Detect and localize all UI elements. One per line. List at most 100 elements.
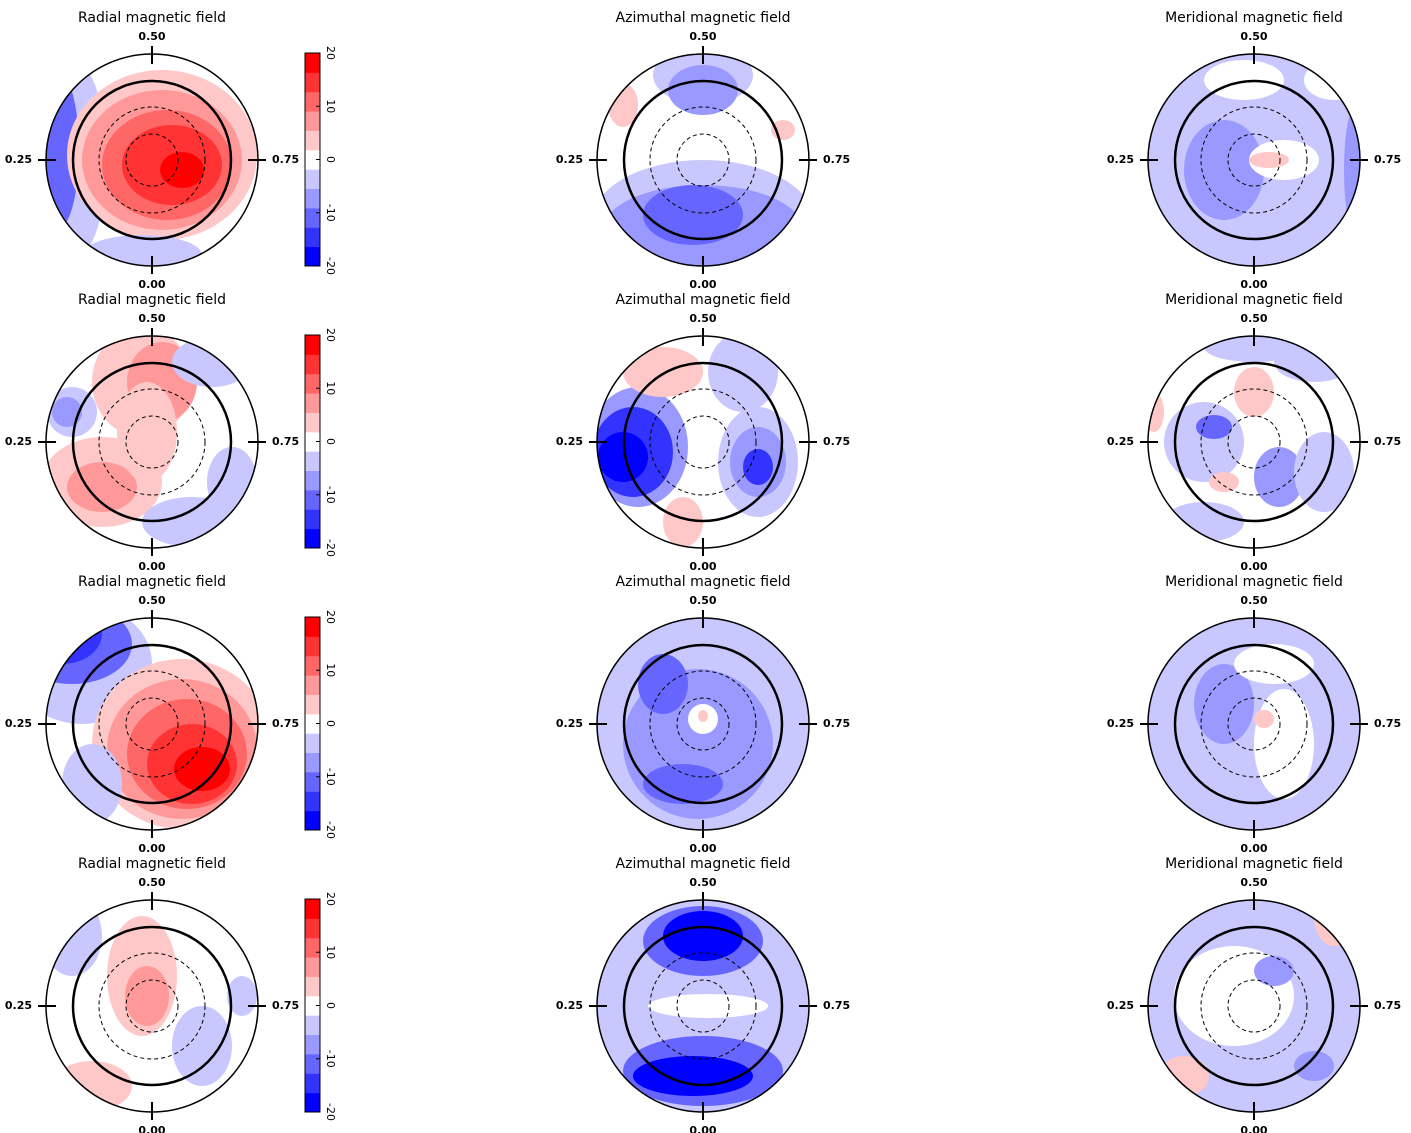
phase-label: 0.50 <box>138 594 165 607</box>
equator-circle <box>1173 79 1335 241</box>
field-region <box>623 347 703 397</box>
equator-circle <box>1173 643 1335 805</box>
colorbar-segment <box>305 752 320 773</box>
field-region <box>172 1006 232 1086</box>
colorbar-segment <box>305 899 320 919</box>
colorbar-segment <box>305 149 320 170</box>
panel: Radial magnetic field 0.50 0.00 0.25 0.75 -20… <box>5 292 337 573</box>
panel: Meridional magnetic field 0.50 0.00 0.25 0.7… <box>1107 10 1401 291</box>
panel: Radial magnetic field 0.50 0.00 0.25 0.75 -20… <box>5 856 337 1133</box>
field <box>46 618 258 830</box>
colorbar-segment <box>305 509 320 530</box>
colorbar-segment <box>305 694 320 715</box>
field-region <box>1148 392 1164 432</box>
colorbar-tick-label: -20 <box>324 821 337 839</box>
phase-label: 0.50 <box>689 30 716 43</box>
equator-circle <box>71 79 233 241</box>
field-region <box>52 1061 132 1111</box>
field-region <box>663 911 743 961</box>
colorbar-tick-label: 20 <box>324 892 337 906</box>
latitude-circle <box>98 952 206 1060</box>
phase-label: 0.00 <box>689 560 716 573</box>
colorbar-tick-label: 0 <box>324 438 337 445</box>
phase-label: 0.50 <box>138 312 165 325</box>
field-region <box>663 497 703 547</box>
field-region <box>598 432 648 482</box>
phase-label: 0.00 <box>138 560 165 573</box>
field-region <box>1304 60 1360 100</box>
phase-label: 0.50 <box>1240 30 1267 43</box>
phase-label: 0.00 <box>1240 560 1267 573</box>
colorbar-segment <box>305 655 320 676</box>
panel-title: Radial magnetic field <box>78 292 226 308</box>
latitude-circle <box>676 697 730 751</box>
colorbar-segment <box>305 169 320 190</box>
equator-circle <box>1173 361 1335 523</box>
field-region <box>174 747 230 791</box>
colorbar-segment <box>305 617 320 637</box>
field-region <box>1254 710 1274 728</box>
colorbar-segment <box>305 957 320 977</box>
latitude-circle <box>1227 697 1281 751</box>
latitude-circle <box>125 979 179 1033</box>
panel-title: Radial magnetic field <box>78 856 226 872</box>
colorbar-segment <box>305 976 320 997</box>
colorbar-tick-label: 20 <box>324 328 337 342</box>
panel: Azimuthal magnetic field 0.50 0.00 0.25 0.75 <box>556 292 850 573</box>
phase-label: 0.50 <box>138 876 165 889</box>
phase-label: 0.50 <box>1240 312 1267 325</box>
colorbar-segment <box>305 937 320 958</box>
field-region <box>1254 956 1294 986</box>
phase-label: 0.75 <box>272 717 299 730</box>
colorbar-tick-label: 20 <box>324 46 337 60</box>
phase-label: 0.25 <box>556 153 583 166</box>
panel-title: Radial magnetic field <box>78 574 226 590</box>
field-region <box>67 462 137 512</box>
field-region <box>1294 432 1354 512</box>
field-region <box>743 449 773 485</box>
field <box>597 900 809 1112</box>
colorbar-segment <box>305 451 320 472</box>
colorbar-segment <box>305 246 320 267</box>
latitude-circle <box>676 133 730 187</box>
latitude-circle <box>1227 979 1281 1033</box>
colorbar-segment <box>305 1034 320 1055</box>
field-region <box>648 994 768 1018</box>
phase-label: 0.75 <box>272 999 299 1012</box>
colorbar-segment <box>305 771 320 792</box>
colorbar-segment <box>305 713 320 734</box>
colorbar-tick-label: 10 <box>324 663 337 677</box>
colorbar-segment <box>305 995 320 1016</box>
field-region <box>46 618 102 664</box>
colorbar-tick-label: -10 <box>324 486 337 504</box>
latitude-circle <box>125 697 179 751</box>
field-region <box>1234 367 1274 417</box>
colorbar-tick-label: 0 <box>324 1002 337 1009</box>
latitude-circle <box>1227 415 1281 469</box>
field-region <box>160 152 204 188</box>
phase-label: 0.75 <box>1374 435 1401 448</box>
latitude-circle <box>125 133 179 187</box>
field <box>1148 900 1360 1112</box>
phase-label: 0.75 <box>823 435 850 448</box>
field <box>46 900 258 1112</box>
latitude-circle <box>98 670 206 778</box>
phase-label: 0.50 <box>138 30 165 43</box>
phase-label: 0.75 <box>823 717 850 730</box>
phase-label: 0.00 <box>138 842 165 855</box>
equator-circle <box>622 79 784 241</box>
colorbar-segment <box>305 373 320 394</box>
colorbar-segment <box>305 810 320 831</box>
field-region <box>1249 152 1289 168</box>
latitude-circle <box>676 979 730 1033</box>
field <box>46 54 258 266</box>
colorbar-segment <box>305 53 320 73</box>
phase-label: 0.00 <box>138 1124 165 1133</box>
colorbar-tick-label: -20 <box>324 257 337 275</box>
phase-label: 0.25 <box>5 999 32 1012</box>
colorbar-segment <box>305 918 320 939</box>
field-region <box>1204 60 1284 100</box>
colorbar-segment <box>305 470 320 491</box>
phase-label: 0.00 <box>1240 842 1267 855</box>
